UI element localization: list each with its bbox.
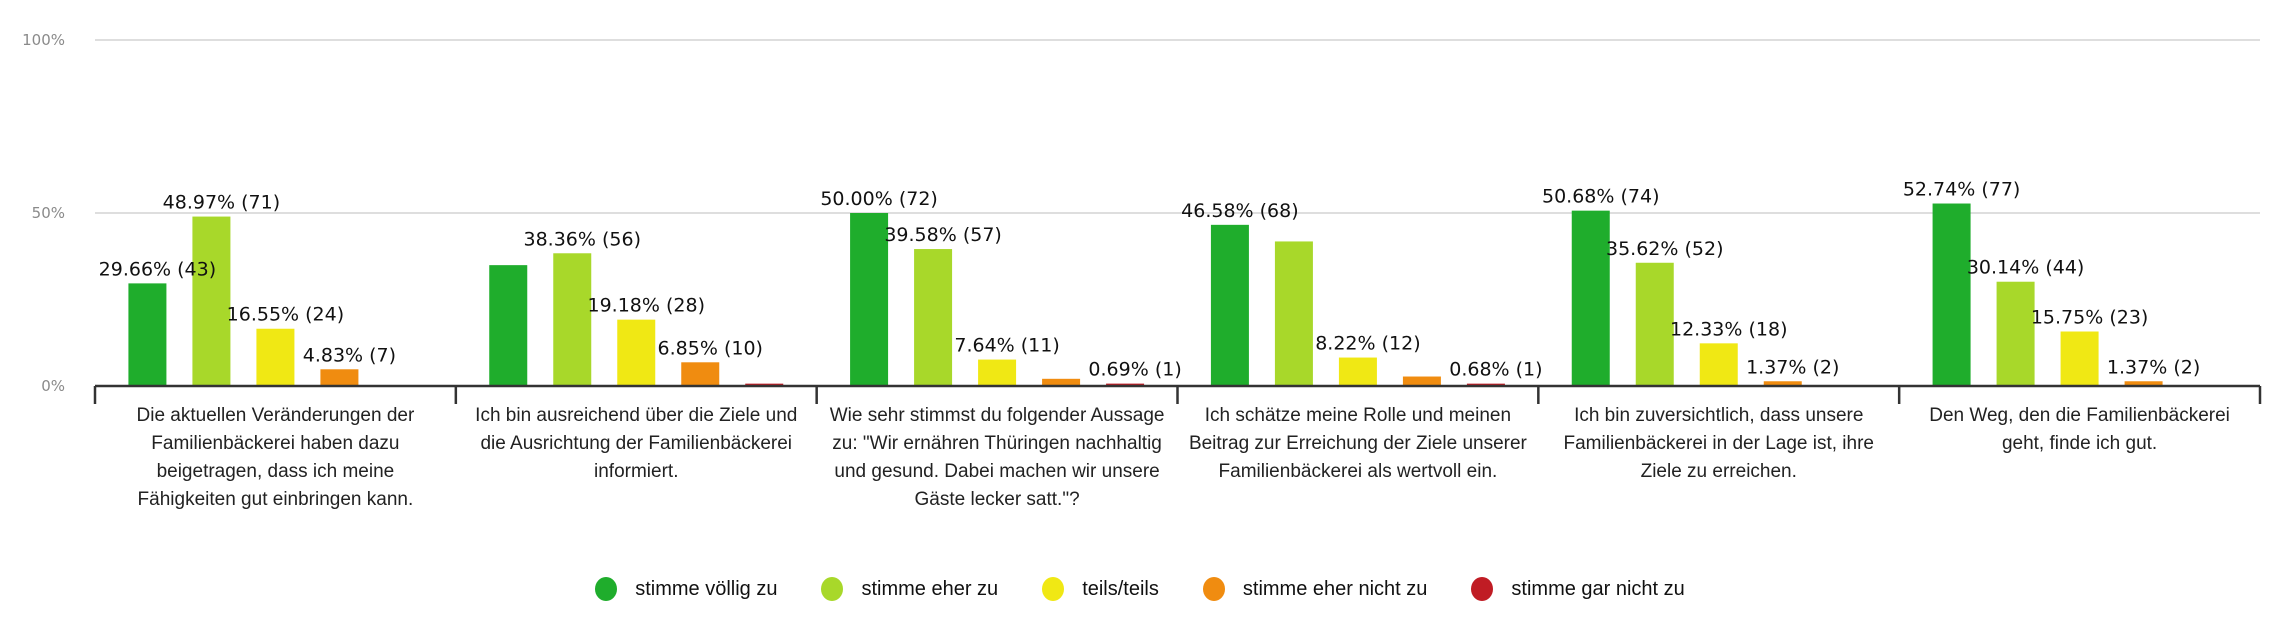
bar[interactable]: [1571, 210, 1610, 386]
bar[interactable]: [1042, 378, 1081, 386]
bar[interactable]: [1763, 381, 1802, 386]
data-label: 6.85% (10): [658, 337, 763, 359]
data-label: 46.58% (68): [1181, 200, 1299, 222]
bar[interactable]: [1996, 281, 2035, 386]
legend-item-stimme-eher-zu[interactable]: stimme eher zu: [821, 577, 998, 601]
data-label: 52.74% (77): [1903, 179, 2021, 201]
data-label: 0.68% (1): [1449, 359, 1542, 381]
bars: [128, 203, 2163, 386]
data-label: 29.66% (43): [99, 258, 217, 280]
data-label: 16.55% (24): [227, 304, 345, 326]
legend-marker-icon: [1042, 577, 1065, 601]
category-label: Ich bin ausreichend über die Ziele und d…: [475, 405, 798, 482]
legend-marker-icon: [1471, 577, 1494, 601]
data-label: 1.37% (2): [1746, 356, 1839, 378]
data-label: 4.83% (7): [303, 344, 396, 366]
bar[interactable]: [489, 265, 528, 386]
legend-label: stimme eher zu: [861, 577, 999, 600]
legend-item-teils-teils[interactable]: teils/teils: [1042, 577, 1159, 601]
data-label: 50.00% (72): [820, 188, 938, 210]
bar[interactable]: [681, 362, 720, 386]
bar[interactable]: [1274, 241, 1313, 386]
data-label: 7.64% (11): [954, 335, 1059, 357]
legend: stimme völlig zu stimme eher zu teils/te…: [0, 577, 2280, 601]
data-label: 35.62% (52): [1606, 238, 1724, 260]
legend-marker-icon: [1202, 577, 1225, 601]
bar[interactable]: [128, 283, 167, 386]
y-tick-label: 50%: [32, 204, 65, 222]
bar[interactable]: [320, 369, 359, 386]
legend-item-stimme-voellig-zu[interactable]: stimme völlig zu: [595, 577, 777, 601]
bar[interactable]: [850, 213, 889, 386]
category-label: Ich schätze meine Rolle und meinen Beitr…: [1188, 405, 1527, 482]
bar[interactable]: [1932, 203, 1971, 386]
y-tick-label: 0%: [41, 377, 65, 395]
data-label: 38.36% (56): [524, 228, 642, 250]
bar[interactable]: [553, 253, 592, 386]
legend-item-stimme-eher-nicht-zu[interactable]: stimme eher nicht zu: [1202, 577, 1428, 601]
bar[interactable]: [1635, 262, 1674, 386]
bar[interactable]: [256, 328, 295, 386]
category-label: Die aktuellen Veränderungen der Familien…: [136, 405, 415, 510]
legend-item-stimme-gar-nicht-zu[interactable]: stimme gar nicht zu: [1471, 577, 1685, 601]
bar[interactable]: [2124, 381, 2163, 386]
data-label: 12.33% (18): [1670, 318, 1788, 340]
bar[interactable]: [192, 216, 231, 386]
legend-marker-icon: [821, 577, 844, 601]
data-label: 0.69% (1): [1088, 359, 1181, 381]
bar[interactable]: [914, 249, 953, 386]
bar[interactable]: [2060, 331, 2099, 386]
legend-marker-icon: [595, 577, 618, 601]
bar[interactable]: [978, 359, 1017, 386]
data-label: 1.37% (2): [2107, 356, 2200, 378]
legend-label: teils/teils: [1082, 577, 1159, 600]
bar[interactable]: [1210, 224, 1249, 386]
data-label: 39.58% (57): [884, 224, 1002, 246]
data-label: 19.18% (28): [588, 295, 706, 317]
category-label: Ich bin zuversichtlich, dass unsere Fami…: [1563, 405, 1875, 482]
category-label: Wie sehr stimmst du folgender Aussage zu…: [829, 405, 1165, 510]
data-label: 15.75% (23): [2031, 307, 2149, 329]
bar[interactable]: [1402, 376, 1441, 386]
legend-label: stimme eher nicht zu: [1242, 577, 1428, 600]
legend-label: stimme völlig zu: [635, 577, 778, 600]
category-label: Den Weg, den die Familienbäckerei geht, …: [1929, 405, 2230, 454]
bar[interactable]: [617, 319, 656, 386]
bar[interactable]: [1338, 357, 1377, 386]
x-axis: [93, 384, 2262, 404]
y-axis-ticks: 0% 50% 100%: [22, 31, 65, 395]
legend-label: stimme gar nicht zu: [1511, 577, 1685, 600]
bar[interactable]: [1699, 343, 1738, 386]
y-tick-label: 100%: [22, 31, 65, 49]
gridlines: [95, 39, 2260, 214]
data-label: 50.68% (74): [1542, 186, 1660, 208]
data-label: 8.22% (12): [1315, 333, 1420, 355]
data-label: 48.97% (71): [163, 192, 281, 214]
data-label: 30.14% (44): [1967, 257, 2085, 279]
data-labels: 29.66% (43) 50.00% (72) 46.58% (68) 50.68% …: [99, 179, 2201, 381]
